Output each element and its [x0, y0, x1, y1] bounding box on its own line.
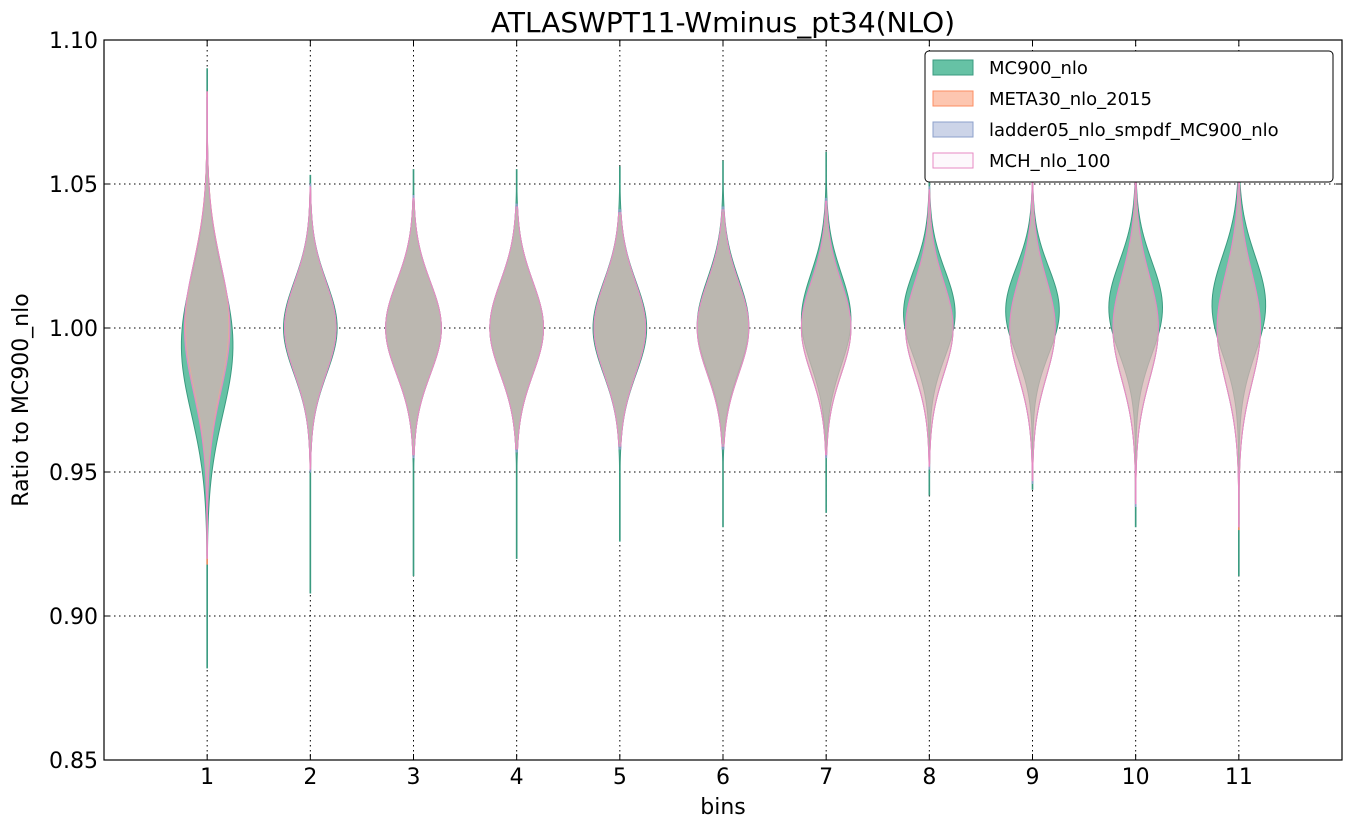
violin-series-4: [183, 91, 1261, 559]
legend-frame: [924, 50, 1334, 183]
y-tick-label: 0.95: [49, 461, 98, 486]
violin-body: [489, 206, 544, 450]
violin-body: [385, 197, 442, 456]
x-tick-label: 1: [200, 765, 214, 790]
violin-body: [905, 189, 954, 467]
legend-item: META30_nlo_2015: [932, 89, 1152, 110]
violin-plots: [180, 59, 1267, 669]
legend-swatch: [932, 59, 974, 76]
legend-label: MC900_nlo: [989, 58, 1088, 79]
violin-body: [696, 209, 750, 447]
x-tick-label: 4: [510, 765, 524, 790]
x-tick-label: 2: [303, 765, 317, 790]
y-tick-label: 0.90: [49, 605, 98, 630]
violin-body: [284, 186, 337, 470]
violin-body: [800, 200, 852, 456]
x-axis-label: bins: [700, 795, 745, 820]
legend-item: MCH_nlo_100: [932, 151, 1110, 172]
y-tick-label: 1.00: [49, 317, 98, 342]
x-tick-label: 3: [407, 765, 421, 790]
axis-ticks: 1 2 3 4 5 6 7 8 9 10 11 0.85 0.90 0.95 1.00 1.05 1.10: [49, 29, 1342, 790]
x-tick-label: 11: [1225, 765, 1253, 790]
legend-swatch: [932, 121, 974, 138]
legend-swatch: [932, 90, 974, 107]
legend: MC900_nlo META30_nlo_2015 ladder05_nlo_smp…: [924, 50, 1334, 183]
x-tick-label: 8: [922, 765, 936, 790]
legend-label: MCH_nlo_100: [989, 151, 1110, 172]
violin-body: [183, 91, 231, 559]
y-axis-label: Ratio to MC900_nlo: [9, 293, 34, 506]
legend-label: META30_nlo_2015: [989, 89, 1152, 110]
x-tick-label: 5: [613, 765, 627, 790]
legend-item: MC900_nlo: [932, 58, 1088, 79]
x-tick-label: 9: [1026, 765, 1040, 790]
chart-title: ATLASWPT11-Wminus_pt34(NLO): [491, 6, 955, 39]
y-tick-label: 1.10: [49, 29, 98, 54]
x-tick-label: 7: [819, 765, 833, 790]
y-tick-label: 1.05: [49, 173, 98, 198]
violin-body: [593, 212, 647, 447]
legend-label: ladder05_nlo_smpdf_MC900_nlo: [989, 120, 1279, 141]
legend-swatch: [932, 152, 974, 169]
y-tick-label: 0.85: [49, 749, 98, 774]
x-tick-label: 10: [1122, 765, 1150, 790]
x-tick-label: 6: [716, 765, 730, 790]
legend-item: ladder05_nlo_smpdf_MC900_nlo: [932, 120, 1279, 141]
